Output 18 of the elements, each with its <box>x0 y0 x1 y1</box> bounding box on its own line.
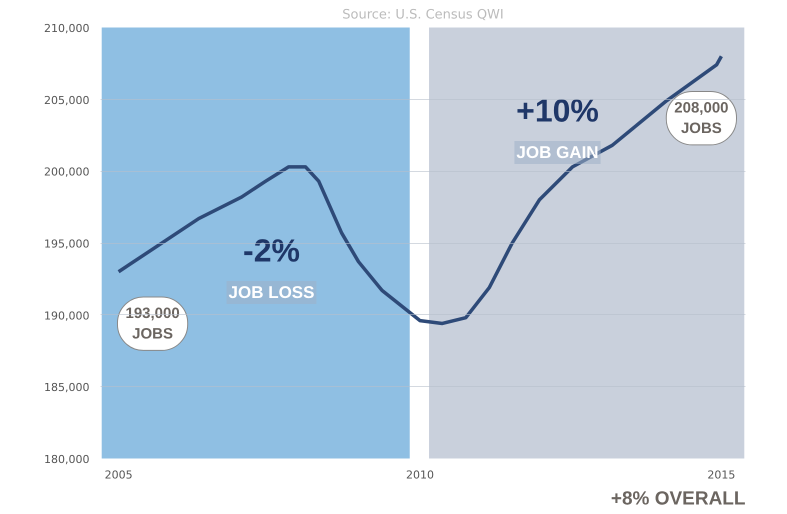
source-note: Source: U.S. Census QWI <box>342 8 504 22</box>
y-tick-label: 190,000 <box>44 309 90 322</box>
annotation: JOB LOSS <box>228 283 314 302</box>
annotation: 193,000 JOBS <box>125 305 180 342</box>
annotation: +10% <box>516 92 599 128</box>
y-tick-label: 195,000 <box>44 238 90 250</box>
x-tick-label: 2010 <box>406 468 434 482</box>
y-tick-label: 185,000 <box>44 381 90 394</box>
annotation: JOB GAIN <box>516 143 599 162</box>
y-tick-label: 200,000 <box>44 166 90 179</box>
annotation: -2% <box>243 232 300 268</box>
x-tick-label: 2015 <box>707 468 736 482</box>
y-tick-label: 180,000 <box>44 453 90 466</box>
annotation: 208,000 JOBS <box>674 100 729 137</box>
x-tick-label: 2005 <box>104 468 133 482</box>
y-tick-label: 205,000 <box>44 94 90 107</box>
text: +8% OVERALL <box>610 488 746 510</box>
y-tick-label: 210,000 <box>44 22 90 35</box>
